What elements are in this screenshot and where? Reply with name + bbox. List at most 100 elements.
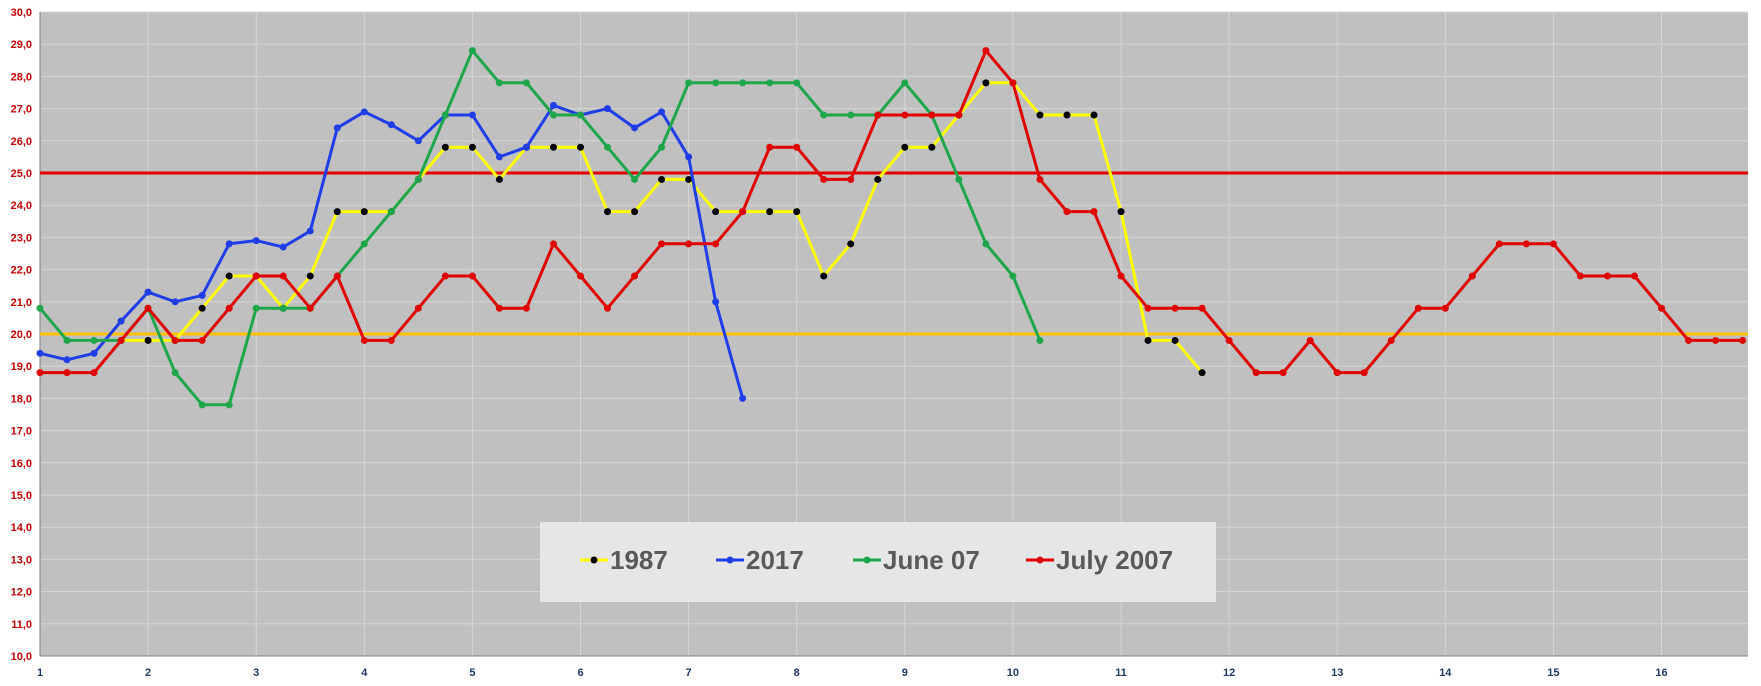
data-point <box>333 124 341 132</box>
y-tick-label: 20,0 <box>11 329 32 341</box>
data-point <box>279 304 287 312</box>
data-point <box>685 175 693 183</box>
data-point <box>847 175 855 183</box>
data-point <box>468 272 476 280</box>
series-line <box>38 49 1042 407</box>
data-point <box>36 369 44 377</box>
data-point <box>144 288 152 296</box>
data-point <box>685 240 693 248</box>
data-point <box>117 336 125 344</box>
data-point <box>414 175 422 183</box>
data-point <box>1036 175 1044 183</box>
x-tick-label: 4 <box>361 667 368 679</box>
data-point <box>441 272 449 280</box>
data-point <box>631 175 639 183</box>
x-axis-tick-labels: 1 2 3 4 5 6 7 8 9 10 11 12 13 14 15 16 <box>37 667 1668 679</box>
data-point <box>468 143 476 151</box>
data-point <box>1252 369 1260 377</box>
y-axis-tick-labels: 10,0 11,0 12,0 13,0 14,0 15,0 16,0 17,0 18,0 19,0… <box>11 7 32 663</box>
y-tick-label: 24,0 <box>11 200 32 212</box>
data-point <box>1144 304 1152 312</box>
data-point <box>1441 304 1449 312</box>
y-tick-label: 14,0 <box>11 522 32 534</box>
data-point <box>333 208 341 216</box>
y-tick-label: 30,0 <box>11 7 32 19</box>
legend-entry-july-2007: July 2007 <box>1026 545 1173 575</box>
data-point <box>495 304 503 312</box>
x-tick-label: 6 <box>577 667 583 679</box>
data-point <box>739 79 747 87</box>
data-point <box>522 143 530 151</box>
legend-box <box>540 522 1216 602</box>
data-point <box>387 121 395 129</box>
data-point <box>171 298 179 306</box>
series-lines <box>36 47 1747 409</box>
data-point <box>468 47 476 55</box>
data-point <box>1333 369 1341 377</box>
data-point <box>766 143 774 151</box>
data-point <box>1685 336 1693 344</box>
data-point <box>279 243 287 251</box>
data-point <box>144 336 152 344</box>
y-tick-label: 18,0 <box>11 393 32 405</box>
data-point <box>1144 336 1152 344</box>
data-point <box>414 137 422 145</box>
data-point <box>1225 336 1233 344</box>
data-point <box>36 349 44 357</box>
data-point <box>549 143 557 151</box>
data-point <box>549 101 557 109</box>
data-point <box>604 143 612 151</box>
data-point <box>847 240 855 248</box>
x-tick-label: 2 <box>145 667 151 679</box>
data-point <box>1198 304 1206 312</box>
y-tick-label: 11,0 <box>11 619 32 631</box>
y-tick-label: 26,0 <box>11 136 32 148</box>
x-tick-label: 16 <box>1655 667 1667 679</box>
data-point <box>847 111 855 119</box>
data-point <box>198 336 206 344</box>
data-point <box>414 304 422 312</box>
data-point <box>1603 272 1611 280</box>
x-tick-label: 14 <box>1439 667 1452 679</box>
legend: 1987 2017 June 07 July 2007 <box>540 522 1216 602</box>
data-point <box>63 356 71 364</box>
data-point <box>360 336 368 344</box>
data-point <box>604 208 612 216</box>
legend-swatch-marker-2017 <box>726 556 734 564</box>
y-tick-label: 29,0 <box>11 39 32 51</box>
data-point <box>982 47 990 55</box>
data-point <box>1549 240 1557 248</box>
data-point <box>955 111 963 119</box>
data-point <box>1387 336 1395 344</box>
data-point <box>306 272 314 280</box>
data-point <box>1063 208 1071 216</box>
data-point <box>1279 369 1287 377</box>
data-point <box>1036 111 1044 119</box>
data-point <box>901 143 909 151</box>
data-point <box>495 79 503 87</box>
x-tick-label: 5 <box>469 667 475 679</box>
data-point <box>1090 208 1098 216</box>
data-point <box>225 401 233 409</box>
data-point <box>333 272 341 280</box>
data-point <box>360 240 368 248</box>
data-point <box>604 105 612 113</box>
data-point <box>874 175 882 183</box>
data-point <box>144 304 152 312</box>
data-point <box>441 143 449 151</box>
data-point <box>387 336 395 344</box>
data-point <box>577 143 585 151</box>
x-tick-label: 1 <box>37 667 43 679</box>
x-tick-label: 10 <box>1007 667 1019 679</box>
data-point <box>468 111 476 119</box>
data-point <box>306 304 314 312</box>
data-point <box>820 111 828 119</box>
data-point <box>1117 272 1125 280</box>
data-point <box>279 272 287 280</box>
data-point <box>495 153 503 161</box>
data-point <box>901 111 909 119</box>
data-point <box>928 143 936 151</box>
data-point <box>928 111 936 119</box>
data-point <box>549 111 557 119</box>
series-line <box>40 49 1743 375</box>
